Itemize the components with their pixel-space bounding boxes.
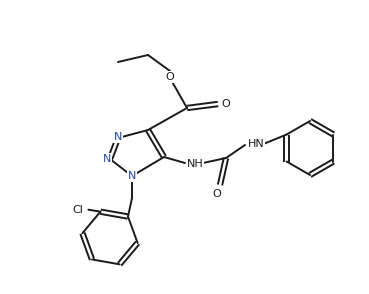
- Text: NH: NH: [187, 159, 203, 169]
- Text: N: N: [114, 132, 122, 142]
- Text: N: N: [103, 154, 111, 164]
- Text: N: N: [128, 171, 136, 181]
- Text: O: O: [222, 99, 230, 109]
- Text: O: O: [166, 72, 175, 82]
- Text: O: O: [213, 189, 221, 199]
- Text: HN: HN: [248, 139, 264, 149]
- Text: Cl: Cl: [72, 205, 83, 215]
